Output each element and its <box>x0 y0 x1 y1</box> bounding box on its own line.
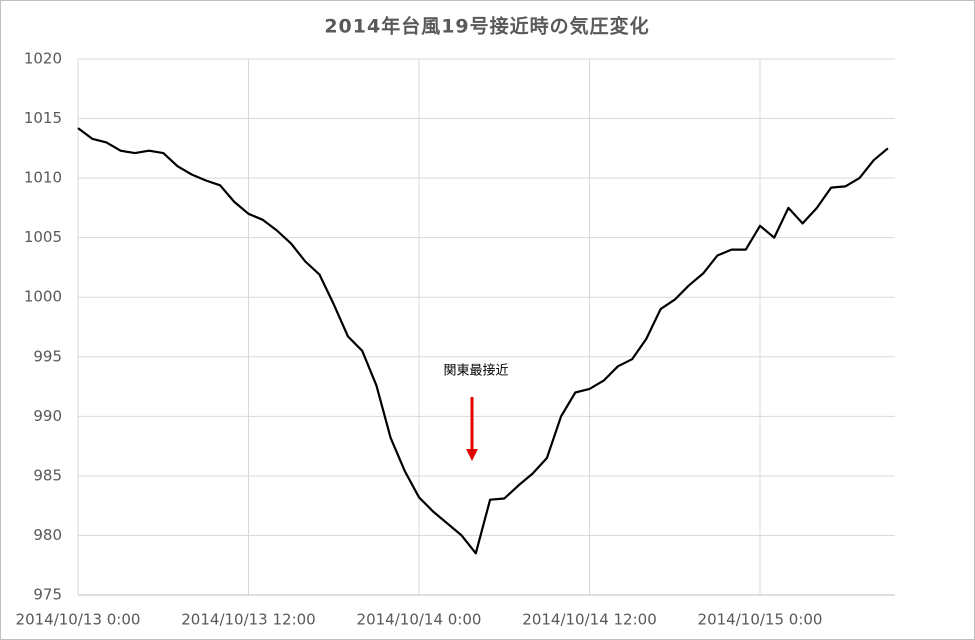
y-tick-label: 1005 <box>24 228 62 246</box>
annotation: 関東最接近 <box>443 363 508 379</box>
annotation-arrowhead <box>466 449 478 461</box>
x-tick-label: 2014/10/13 12:00 <box>181 611 315 629</box>
line <box>77 127 889 555</box>
y-tick-label: 975 <box>33 586 62 604</box>
chart-title: 2014年台風19号接近時の気圧変化 <box>324 15 649 38</box>
y-tick-label: 980 <box>33 526 62 544</box>
y-tick-label: 985 <box>33 466 62 484</box>
x-tick-label: 2014/10/14 12:00 <box>522 611 656 629</box>
y-tick-label: 990 <box>33 407 62 425</box>
y-tick-label: 995 <box>33 347 62 365</box>
y-tick-label: 1015 <box>24 109 62 127</box>
x-tick-label: 2014/10/14 0:00 <box>357 611 482 629</box>
x-tick-label: 2014/10/13 0:00 <box>16 611 141 629</box>
x-tick-label: 2014/10/15 0:00 <box>698 611 823 629</box>
y-tick-label: 1000 <box>24 288 62 306</box>
y-tick-label: 1010 <box>24 169 62 187</box>
y-tick-label: 1020 <box>24 50 62 68</box>
